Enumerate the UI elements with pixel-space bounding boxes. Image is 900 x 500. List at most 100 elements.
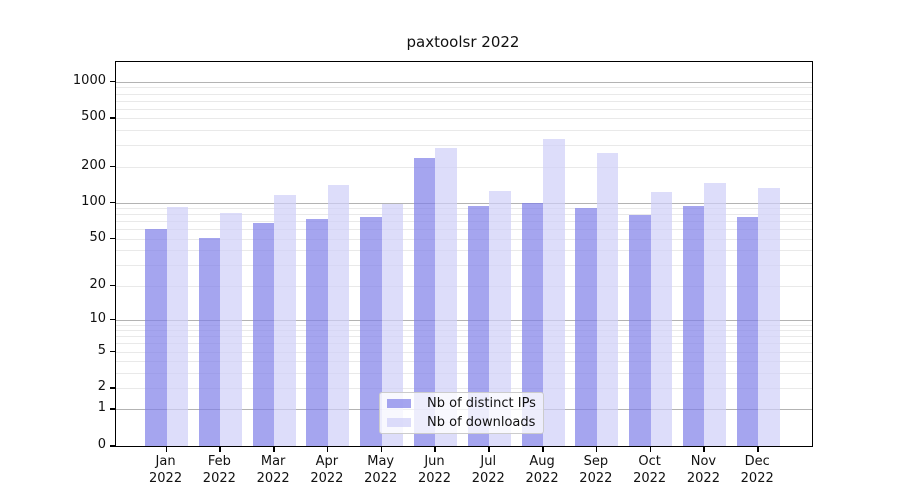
y-tick-mark	[110, 318, 115, 321]
bar-distinct-ips	[575, 208, 597, 446]
bar-distinct-ips	[145, 229, 167, 446]
gridline-minor	[116, 87, 812, 89]
gridline-minor	[116, 100, 812, 102]
gridline-minor	[116, 285, 812, 287]
y-tick-label: 200	[81, 157, 106, 173]
gridline-minor	[116, 324, 812, 326]
x-tick-mark	[488, 446, 490, 452]
gridline-minor	[116, 93, 812, 95]
x-tick-label: Jun 2022	[417, 454, 452, 486]
y-tick-label: 10	[89, 310, 106, 326]
x-tick-label: Sep 2022	[579, 454, 613, 486]
bar-downloads	[596, 153, 619, 446]
x-tick-mark	[219, 446, 221, 452]
y-tick-label: 1000	[72, 72, 106, 88]
bar-downloads	[166, 207, 189, 446]
legend-label-distinct-ips: Nb of distinct IPs	[427, 395, 536, 411]
gridline-minor	[116, 250, 812, 252]
x-tick-label: Dec 2022	[740, 454, 774, 486]
y-tick-mark	[110, 387, 115, 389]
bar-distinct-ips	[252, 222, 275, 446]
y-tick-label: 1	[97, 400, 106, 416]
bar-downloads	[220, 213, 242, 446]
legend-swatch-distinct-ips	[387, 399, 411, 408]
y-tick-mark	[110, 408, 115, 410]
y-tick-mark	[110, 165, 115, 168]
x-tick-mark	[649, 446, 652, 452]
gridline-minor	[116, 130, 812, 132]
gridline-minor	[116, 118, 812, 120]
x-tick-mark	[595, 446, 598, 452]
gridline-minor	[116, 108, 812, 110]
x-tick-label: May 2022	[364, 454, 398, 486]
bar-downloads	[327, 185, 350, 446]
x-tick-mark	[380, 446, 383, 452]
gridline-minor	[116, 330, 812, 332]
bar-distinct-ips	[306, 219, 328, 446]
bar-downloads	[274, 194, 296, 446]
y-tick-mark	[110, 201, 115, 204]
gridline-minor	[116, 214, 812, 216]
gridline-minor	[116, 336, 812, 338]
x-tick-label: Jul 2022	[471, 454, 505, 486]
bar-distinct-ips	[413, 158, 436, 446]
x-tick-label: Apr 2022	[310, 454, 344, 486]
gridline-minor	[116, 351, 812, 353]
y-tick-label: 2	[97, 379, 106, 395]
x-tick-label: Feb 2022	[202, 454, 236, 486]
x-tick-label: Oct 2022	[633, 454, 667, 486]
y-tick-mark	[110, 80, 115, 83]
legend: Nb of distinct IPs Nb of downloads	[379, 392, 544, 434]
gridline-major	[116, 319, 812, 321]
x-tick-mark	[703, 446, 705, 452]
y-tick-label: 500	[81, 109, 106, 125]
y-tick-mark	[110, 350, 115, 353]
x-tick-mark	[326, 446, 329, 452]
gridline-minor	[116, 265, 812, 267]
chart-title: paxtoolsr 2022	[406, 33, 520, 51]
x-tick-label: Mar 2022	[256, 454, 290, 486]
legend-item-downloads: Nb of downloads	[387, 415, 543, 431]
gridline-minor	[116, 221, 812, 223]
legend-label-downloads: Nb of downloads	[427, 414, 536, 430]
bar-distinct-ips	[629, 215, 651, 446]
y-tick-label: 50	[89, 229, 106, 245]
gridline-minor	[116, 208, 812, 210]
bar-distinct-ips	[360, 217, 382, 446]
legend-item-distinct-ips: Nb of distinct IPs	[387, 396, 543, 412]
bar-distinct-ips	[467, 206, 490, 446]
gridline-minor	[116, 388, 812, 390]
x-tick-label: Nov 2022	[686, 454, 720, 486]
gridline-minor	[116, 361, 812, 363]
bar-downloads	[758, 188, 780, 446]
bar-downloads	[650, 191, 673, 446]
gridline-major	[116, 202, 812, 204]
x-tick-mark	[542, 446, 544, 452]
x-tick-label: Aug 2022	[525, 454, 559, 486]
gridline-major	[116, 81, 812, 83]
y-tick-mark	[110, 237, 115, 240]
bar-distinct-ips	[198, 237, 221, 446]
bar-downloads	[489, 191, 511, 446]
gridline-minor	[116, 238, 812, 240]
x-tick-mark	[165, 446, 168, 452]
bar-distinct-ips	[736, 217, 759, 446]
gridline-minor	[116, 229, 812, 231]
bar-downloads	[435, 147, 457, 446]
gridline-minor	[116, 145, 812, 147]
x-tick-label: Jan 2022	[149, 454, 183, 486]
gridline-minor	[116, 166, 812, 168]
y-tick-label: 100	[81, 193, 106, 209]
gridline-minor	[116, 343, 812, 345]
bar-downloads	[704, 183, 726, 446]
y-tick-mark	[110, 117, 115, 119]
y-tick-mark	[110, 284, 115, 287]
plot-area	[115, 61, 813, 447]
bar-distinct-ips	[682, 206, 705, 446]
y-tick-mark	[110, 445, 115, 447]
bar-downloads	[381, 204, 404, 446]
y-tick-label: 5	[97, 342, 106, 358]
legend-swatch-downloads	[387, 418, 411, 427]
x-tick-mark	[757, 446, 759, 452]
